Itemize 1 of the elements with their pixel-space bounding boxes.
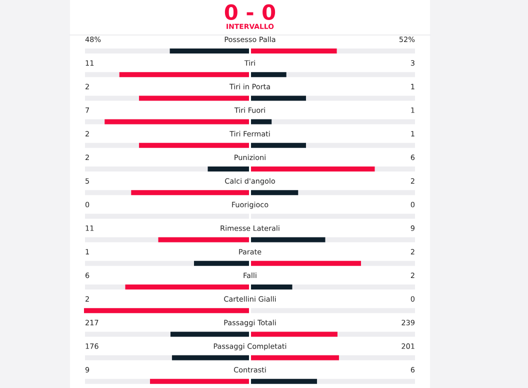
- text: 0 - 0: [224, 4, 276, 20]
